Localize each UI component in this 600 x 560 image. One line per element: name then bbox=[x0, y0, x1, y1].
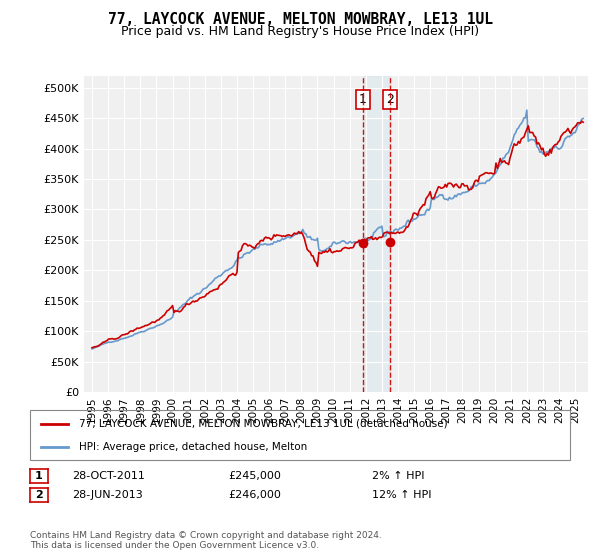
Bar bbox=[363, 76, 390, 392]
Text: 28-JUN-2013: 28-JUN-2013 bbox=[72, 490, 143, 500]
Text: 77, LAYCOCK AVENUE, MELTON MOWBRAY, LE13 1UL (detached house): 77, LAYCOCK AVENUE, MELTON MOWBRAY, LE13… bbox=[79, 418, 447, 428]
Text: Contains HM Land Registry data © Crown copyright and database right 2024.
This d: Contains HM Land Registry data © Crown c… bbox=[30, 531, 382, 550]
Text: 2% ↑ HPI: 2% ↑ HPI bbox=[372, 471, 425, 481]
Text: 28-OCT-2011: 28-OCT-2011 bbox=[72, 471, 145, 481]
Text: 1: 1 bbox=[359, 93, 367, 106]
Text: 2: 2 bbox=[386, 93, 394, 106]
Text: HPI: Average price, detached house, Melton: HPI: Average price, detached house, Melt… bbox=[79, 442, 307, 452]
Text: 77, LAYCOCK AVENUE, MELTON MOWBRAY, LE13 1UL: 77, LAYCOCK AVENUE, MELTON MOWBRAY, LE13… bbox=[107, 12, 493, 27]
Text: £245,000: £245,000 bbox=[228, 471, 281, 481]
Text: 1: 1 bbox=[35, 471, 43, 481]
Text: £246,000: £246,000 bbox=[228, 490, 281, 500]
Text: 2: 2 bbox=[35, 490, 43, 500]
Text: Price paid vs. HM Land Registry's House Price Index (HPI): Price paid vs. HM Land Registry's House … bbox=[121, 25, 479, 38]
Text: 12% ↑ HPI: 12% ↑ HPI bbox=[372, 490, 431, 500]
